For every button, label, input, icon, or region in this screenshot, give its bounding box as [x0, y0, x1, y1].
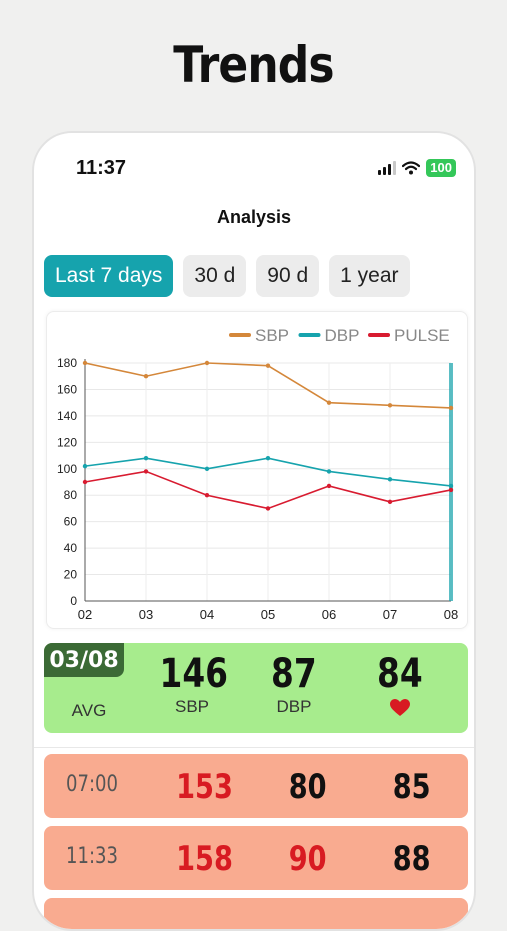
avg-label: AVG — [71, 701, 107, 720]
trend-chart-svg: 0 20 40 60 80 100 120 140 160 180 02 03 04 05 06 07 08 SB… — [57, 326, 458, 622]
data-point-dbp — [143, 456, 149, 461]
tab-last-7-days[interactable]: Last 7 days — [44, 255, 174, 297]
y-tick-label: 0 — [70, 594, 77, 608]
status-bar: 11:37 100 — [76, 157, 456, 179]
reading-pulse: 85 — [393, 767, 431, 807]
data-point-pulse — [82, 479, 88, 485]
y-tick-label: 60 — [64, 515, 78, 529]
tab-30-days[interactable]: 30 d — [183, 255, 247, 297]
reading-dbp: 80 — [289, 767, 327, 807]
data-point-sbp — [204, 360, 210, 366]
x-tick-label: 05 — [261, 607, 275, 622]
daily-summary-card: 03/08 AVG 146 SBP 87 DBP 84 — [44, 643, 468, 733]
y-tick-label: 100 — [57, 462, 77, 476]
data-point-dbp — [326, 469, 332, 474]
data-point-sbp — [326, 400, 332, 405]
page-headline: Trends — [173, 36, 334, 94]
page-title: Analysis — [216, 207, 292, 227]
data-point-dbp — [387, 477, 393, 482]
y-tick-label: 140 — [57, 409, 77, 423]
data-point-pulse — [143, 469, 149, 474]
y-tick-label: 40 — [64, 541, 78, 555]
data-point-sbp — [265, 363, 271, 368]
heart-icon — [390, 699, 410, 716]
y-tick-label: 160 — [57, 382, 77, 396]
list-divider — [34, 747, 474, 748]
period-tabs: Last 7 days 30 d 90 d 1 year — [44, 255, 410, 297]
data-point-pulse — [387, 499, 393, 505]
reading-row[interactable]: 11:33 158 90 88 — [44, 826, 468, 890]
status-icons: 100 — [378, 159, 456, 177]
x-tick-label: 08 — [444, 607, 458, 622]
y-tick-label: 20 — [64, 568, 78, 582]
x-tick-label: 07 — [383, 607, 397, 622]
status-time: 11:37 — [76, 157, 127, 179]
x-tick-label: 02 — [78, 607, 92, 622]
summary-dbp-label: DBP — [276, 697, 312, 716]
data-point-sbp — [448, 405, 454, 411]
data-point-dbp — [448, 483, 454, 489]
y-tick-label: 120 — [57, 435, 77, 449]
cellular-signal-icon — [378, 161, 397, 175]
trend-chart[interactable]: 0 20 40 60 80 100 120 140 160 180 02 03 04 05 06 07 08 SB… — [46, 311, 468, 629]
data-point-sbp — [143, 374, 149, 379]
reading-sbp: 158 — [175, 839, 233, 879]
reading-time: 11:33 — [66, 844, 118, 869]
data-point-dbp — [82, 463, 88, 469]
data-point-pulse — [448, 487, 454, 493]
data-point-sbp — [82, 360, 88, 366]
wifi-icon — [402, 161, 421, 175]
summary-pulse-value: 84 — [377, 651, 423, 697]
reading-row[interactable]: 07:00 153 80 85 — [44, 754, 468, 818]
y-tick-label: 180 — [57, 356, 77, 370]
reading-row-partial[interactable] — [44, 898, 468, 929]
reading-dbp: 90 — [289, 839, 327, 879]
phone-frame: 11:37 100 Analysis Last 7 days 30 d 90 d… — [32, 131, 476, 931]
summary-dbp-value: 87 — [271, 651, 317, 697]
summary-sbp-value: 146 — [159, 651, 228, 697]
x-tick-label: 06 — [322, 607, 336, 622]
reading-sbp: 153 — [175, 767, 233, 807]
data-point-dbp — [204, 466, 210, 471]
reading-time: 07:00 — [66, 772, 118, 797]
legend-label-sbp: SBP — [255, 326, 289, 345]
x-tick-label: 03 — [139, 607, 153, 622]
reading-pulse: 88 — [393, 839, 431, 879]
legend-label-dbp: DBP — [325, 326, 360, 345]
summary-sbp-label: SBP — [174, 697, 210, 716]
data-point-pulse — [204, 493, 210, 498]
legend-label-pulse: PULSE — [394, 326, 450, 345]
y-tick-label: 80 — [64, 488, 78, 502]
x-tick-label: 04 — [200, 607, 214, 622]
data-point-pulse — [265, 506, 271, 511]
data-point-pulse — [326, 483, 332, 489]
tab-90-days[interactable]: 90 d — [256, 255, 320, 297]
data-point-sbp — [387, 403, 393, 408]
battery-icon: 100 — [426, 159, 456, 177]
summary-date-badge: 03/08 — [44, 643, 124, 677]
data-point-dbp — [265, 456, 271, 461]
tab-1-year[interactable]: 1 year — [329, 255, 410, 297]
